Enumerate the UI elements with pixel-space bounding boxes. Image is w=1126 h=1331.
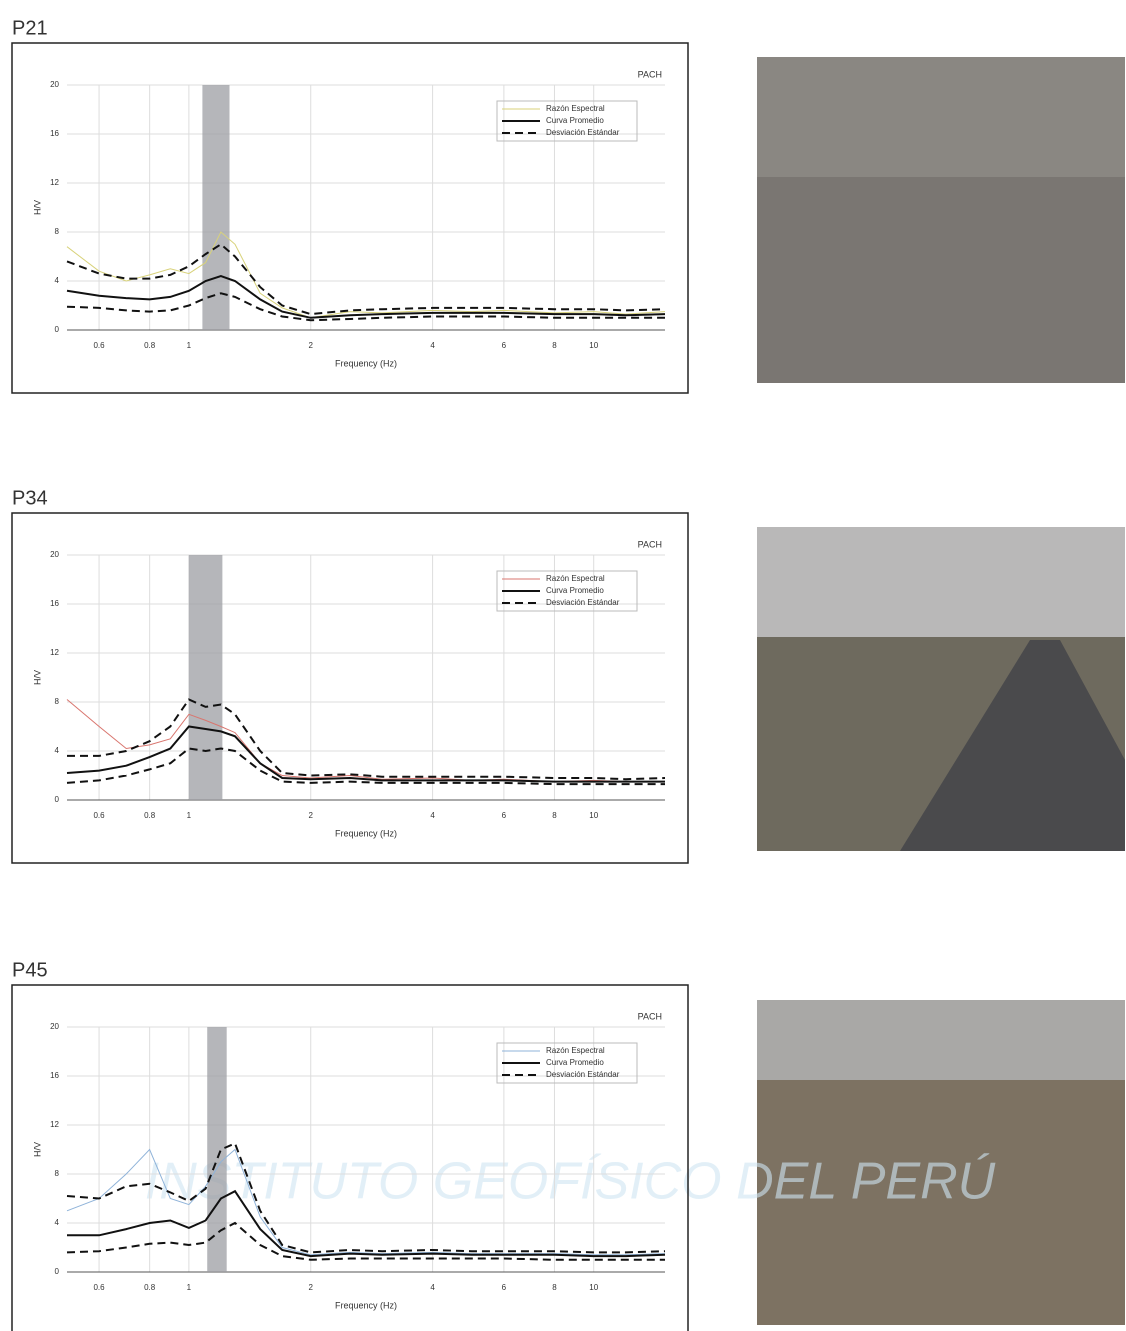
x-tick-label: 2 — [309, 341, 314, 350]
curve — [66, 292, 665, 322]
legend-label: Razón Espectral — [546, 1046, 605, 1055]
x-tick-label: 0.6 — [93, 811, 105, 820]
photo-ground — [757, 57, 1125, 177]
x-tick-label: 6 — [502, 1283, 507, 1292]
curve — [66, 725, 665, 783]
curve — [66, 1148, 666, 1256]
legend-label: Desviación Estándar — [546, 1070, 620, 1079]
photo-road — [900, 640, 1125, 851]
y-tick-label: 16 — [50, 1071, 59, 1080]
x-tick-label: 8 — [552, 1283, 557, 1292]
y-tick-label: 0 — [55, 795, 60, 804]
x-tick-label: 4 — [430, 811, 435, 820]
x-tick-label: 10 — [589, 1283, 598, 1292]
y-tick-label: 8 — [55, 227, 60, 236]
x-tick-label: 6 — [502, 811, 507, 820]
legend-label: Razón Espectral — [546, 104, 605, 113]
y-tick-label: 12 — [50, 1120, 59, 1129]
y-tick-label: 8 — [55, 697, 60, 706]
panel-title: P45 — [12, 959, 48, 981]
y-axis-label: H/V — [32, 670, 42, 685]
y-tick-label: 16 — [50, 599, 59, 608]
curve — [67, 698, 666, 781]
x-tick-label: 2 — [309, 811, 314, 820]
x-tick-label: 4 — [430, 1283, 435, 1292]
curve — [66, 1142, 666, 1254]
legend-box — [496, 570, 638, 612]
chart-frame — [11, 42, 689, 394]
curve — [66, 747, 665, 786]
y-tick-label: 8 — [55, 1169, 60, 1178]
watermark: INSTITUTO GEOFÍSICO DEL PERÚ — [145, 1153, 996, 1211]
x-tick-label: 0.6 — [93, 341, 105, 350]
x-tick-label: 8 — [552, 811, 557, 820]
y-tick-label: 0 — [55, 1267, 60, 1276]
x-tick-label: 0.8 — [144, 811, 156, 820]
x-tick-label: 1 — [187, 811, 192, 820]
legend-label: Razón Espectral — [546, 574, 605, 583]
x-tick-label: 10 — [589, 341, 598, 350]
y-tick-label: 12 — [50, 648, 59, 657]
y-tick-label: 20 — [50, 1022, 59, 1031]
y-tick-label: 20 — [50, 550, 59, 559]
y-tick-label: 20 — [50, 80, 59, 89]
x-axis-label: Frequency (Hz) — [335, 1300, 397, 1310]
legend-label: Desviación Estándar — [546, 598, 620, 607]
x-tick-label: 6 — [502, 341, 507, 350]
legend-label: Curva Promedio — [546, 116, 604, 125]
x-tick-label: 8 — [552, 341, 557, 350]
x-tick-label: 4 — [430, 341, 435, 350]
x-tick-label: 0.6 — [93, 1283, 105, 1292]
curve — [66, 1221, 665, 1261]
y-axis-label: H/V — [32, 1142, 42, 1157]
peak-band — [202, 85, 230, 330]
y-tick-label: 0 — [55, 325, 60, 334]
curve — [66, 243, 666, 316]
legend-box — [496, 100, 638, 142]
legend-label: Desviación Estándar — [546, 128, 620, 137]
x-tick-label: 10 — [589, 811, 598, 820]
x-axis-label: Frequency (Hz) — [335, 358, 397, 368]
x-tick-label: 1 — [187, 341, 192, 350]
x-tick-label: 2 — [309, 1283, 314, 1292]
peak-band — [188, 555, 223, 800]
y-tick-label: 4 — [55, 276, 60, 285]
station-tag: PACH — [638, 1011, 662, 1021]
y-tick-label: 16 — [50, 129, 59, 138]
photo-sky — [757, 1000, 1125, 1080]
station-tag: PACH — [638, 539, 662, 549]
curve — [66, 275, 666, 319]
curve — [66, 699, 665, 783]
x-tick-label: 1 — [187, 1283, 192, 1292]
x-tick-label: 0.8 — [144, 341, 156, 350]
station-tag: PACH — [638, 69, 662, 79]
panel-title: P34 — [12, 487, 48, 509]
chart-frame — [11, 512, 689, 864]
panel-title: P21 — [12, 17, 48, 39]
y-tick-label: 12 — [50, 178, 59, 187]
legend-label: Curva Promedio — [546, 1058, 604, 1067]
legend-box — [496, 1042, 638, 1084]
curve — [66, 231, 666, 319]
y-tick-label: 4 — [55, 746, 60, 755]
peak-band — [207, 1027, 227, 1272]
y-axis-label: H/V — [32, 200, 42, 215]
x-axis-label: Frequency (Hz) — [335, 828, 397, 838]
photo-sky — [757, 527, 1125, 637]
chart-frame — [11, 984, 689, 1331]
legend-label: Curva Promedio — [546, 586, 604, 595]
x-tick-label: 0.8 — [144, 1283, 156, 1292]
y-tick-label: 4 — [55, 1218, 60, 1227]
curve — [67, 1189, 666, 1258]
